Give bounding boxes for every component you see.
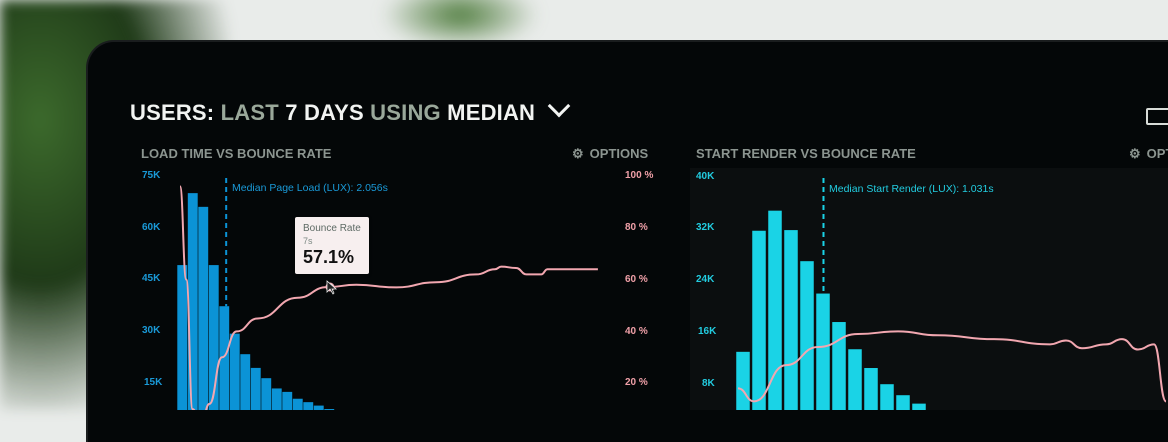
tooltip-value: 57.1% (303, 247, 355, 267)
options-label: OPTIONS (589, 146, 649, 161)
options-button[interactable]: ⚙ OPT (1129, 146, 1168, 162)
gear-icon: ⚙ (1129, 146, 1141, 161)
histogram-bar (880, 384, 894, 410)
y-tick-right: 100 % (625, 170, 654, 181)
tooltip: Bounce Rate 7s 57.1% (295, 217, 369, 274)
title-using: USING (370, 100, 441, 125)
histogram-bar (187, 193, 198, 410)
title-users: USERS: (130, 100, 215, 125)
y-tick-right: 60 % (625, 274, 648, 285)
histogram-bar (271, 388, 282, 410)
y-tick: 75K (142, 170, 161, 181)
title-range: 7 DAYS (285, 100, 364, 125)
cursor-icon (326, 280, 338, 295)
dashboard-title[interactable]: USERS: LAST 7 DAYS USING MEDIAN (130, 94, 571, 126)
bounce-rate-line (179, 185, 598, 410)
y-tick: 40K (696, 171, 715, 182)
histogram-bar (198, 206, 209, 410)
histogram-bar (303, 402, 314, 410)
y-tick: 15K (144, 377, 163, 388)
histogram-bar (848, 349, 862, 410)
title-metric[interactable]: MEDIAN (447, 100, 536, 125)
histogram-bar (832, 322, 846, 410)
histogram-bar (784, 230, 798, 410)
y-tick: 24K (696, 274, 715, 285)
background-plant (380, 0, 540, 50)
histogram-bar (240, 354, 251, 410)
y-tick: 32K (696, 222, 715, 233)
title-last: LAST (220, 100, 279, 125)
y-tick-right: 80 % (625, 222, 648, 233)
histogram-bar (313, 405, 324, 410)
histogram-bar (282, 391, 293, 410)
bounce-rate-line (737, 330, 1167, 403)
y-tick: 60K (142, 222, 161, 233)
histogram-bar (229, 333, 240, 410)
histogram-bar (816, 293, 830, 410)
tooltip-x: 7s (303, 236, 313, 246)
histogram-bar (864, 368, 878, 410)
monitor-icon[interactable] (1146, 108, 1168, 125)
histogram-bar (219, 306, 230, 410)
histogram-bar (292, 398, 303, 410)
histogram-bar (896, 395, 910, 410)
tooltip-title: Bounce Rate (303, 223, 361, 234)
options-label: OPT (1146, 146, 1168, 161)
median-label: Median Page Load (LUX): 2.056s (232, 182, 388, 194)
y-tick-right: 20 % (625, 377, 648, 388)
y-tick: 16K (698, 326, 717, 337)
charts-svg (177, 178, 1167, 410)
y-tick: 45K (142, 273, 161, 284)
chart-title-load-time: LOAD TIME VS BOUNCE RATE (141, 146, 332, 161)
histogram-bar (912, 403, 926, 410)
median-label: Median Start Render (LUX): 1.031s (829, 183, 994, 195)
chart-title-start-render: START RENDER VS BOUNCE RATE (696, 146, 916, 161)
histogram-bar (752, 230, 766, 410)
y-tick: 8K (702, 378, 715, 389)
histogram-bar (250, 367, 261, 410)
histogram-bar (736, 351, 750, 410)
histogram-bar (768, 210, 782, 410)
histogram-bar (208, 265, 219, 410)
histogram-bar (177, 265, 188, 410)
histogram-bar (261, 378, 272, 410)
histogram-bar (800, 261, 814, 410)
options-button[interactable]: ⚙ OPTIONS (572, 146, 648, 162)
gear-icon: ⚙ (572, 146, 584, 161)
y-tick-right: 40 % (625, 326, 648, 337)
y-tick: 30K (142, 325, 161, 336)
